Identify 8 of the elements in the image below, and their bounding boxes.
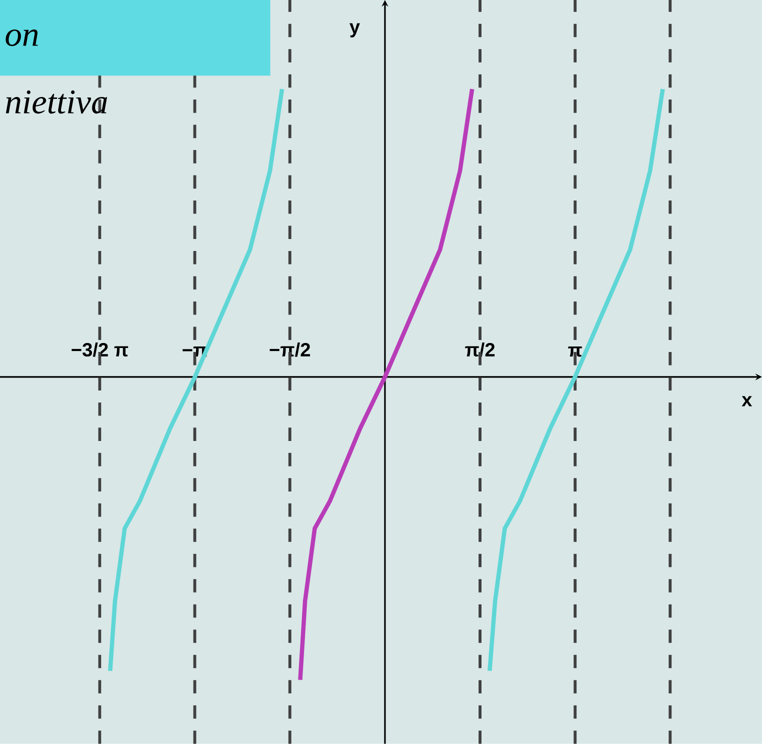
x-tick-label: π/2	[465, 342, 495, 357]
x-tick-label: −π/2	[270, 342, 310, 357]
x-tick-label: −3/2 π	[72, 342, 128, 357]
chart-title: on	[6, 30, 38, 46]
x-tick-label: π	[568, 346, 582, 357]
y-axis-title: y	[350, 23, 360, 38]
x-axis-title: x	[742, 396, 752, 406]
chart-subtitle: niettiva	[6, 90, 108, 114]
